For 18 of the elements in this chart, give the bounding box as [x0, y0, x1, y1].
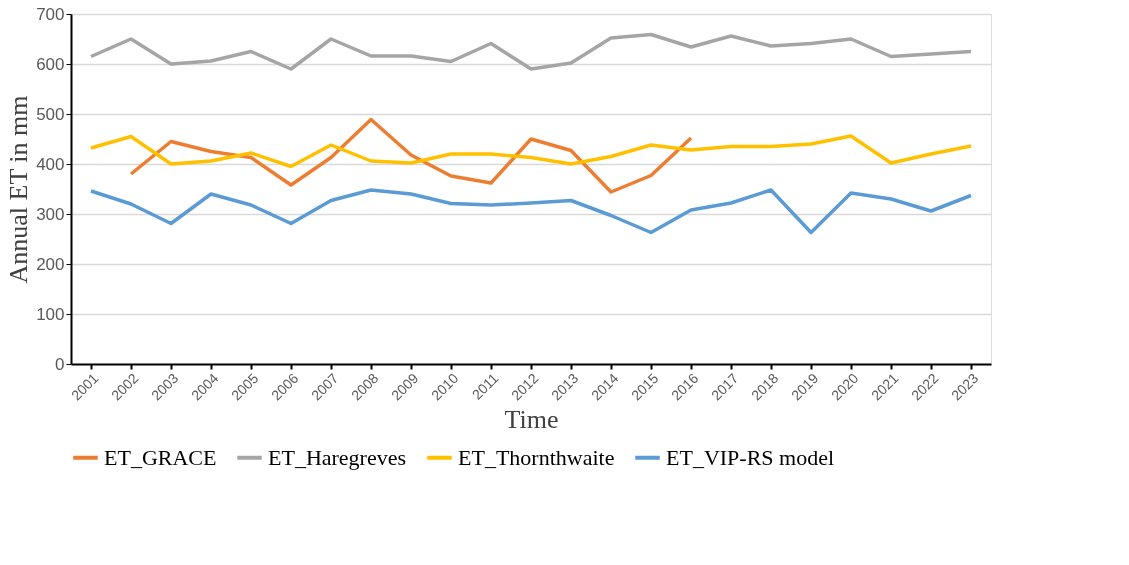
legend-label: ET_Haregreves [268, 444, 407, 470]
line-series [89, 188, 973, 235]
y-tick-label: 600 [36, 54, 65, 74]
x-axis-title: Time [504, 405, 559, 435]
legend-label: ET_Thornthwaite [458, 444, 615, 470]
y-tick-label: 200 [36, 254, 65, 274]
y-tick-label: 300 [36, 204, 65, 224]
y-tick-label: 0 [55, 354, 65, 374]
line-series [129, 117, 693, 194]
y-tick-label: 700 [36, 4, 65, 24]
line-series [89, 134, 973, 169]
y-tick-label: 400 [36, 154, 65, 174]
y-axis-title: Annual ET in mm [4, 95, 34, 284]
y-tick-label: 500 [36, 104, 65, 124]
y-tick-label: 100 [36, 304, 65, 324]
legend-label: ET_GRACE [104, 444, 217, 470]
line-series [89, 32, 973, 71]
legend-label: ET_VIP-RS model [666, 444, 835, 470]
